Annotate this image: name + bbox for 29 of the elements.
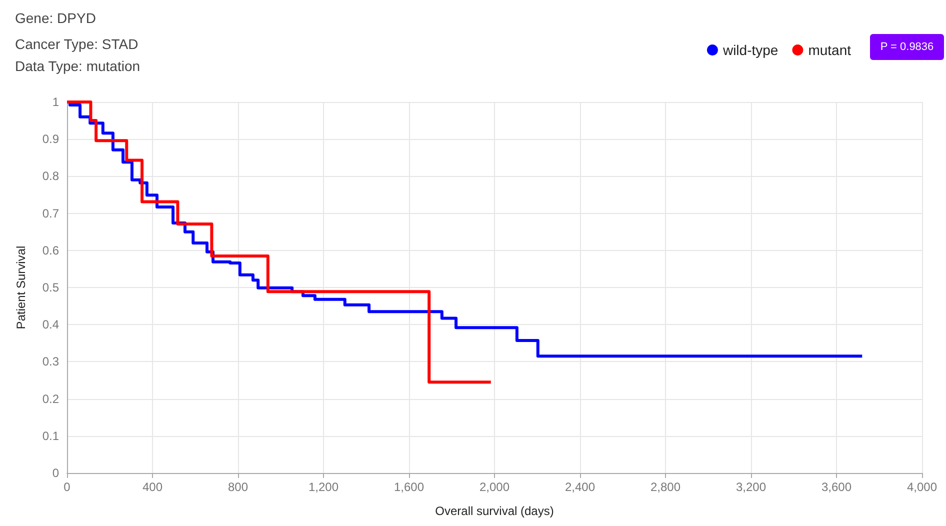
x-tick-label: 2,800	[650, 480, 681, 494]
chart-subtitle: Cancer Type: STAD Data Type: mutation	[15, 36, 140, 74]
text: P = 0.9836	[880, 41, 934, 53]
y-tick-label: 0.3	[42, 354, 60, 369]
legend-label: mutant	[808, 42, 852, 58]
legend-label: wild-type	[722, 42, 778, 58]
y-tick-label: 0.4	[42, 318, 60, 332]
y-tick-label: 1	[52, 95, 60, 109]
x-tick-label: 3,600	[821, 480, 852, 494]
y-tick-label: 0.7	[42, 206, 60, 220]
y-axis-title: Patient Survival	[14, 246, 28, 330]
y-tick-label: 0.1	[42, 428, 60, 443]
x-tick-label: 2,000	[479, 480, 510, 494]
y-tick-label: 0.5	[42, 280, 60, 294]
x-tick-label: 400	[142, 480, 163, 494]
chart-title: Gene: DPYD	[15, 10, 96, 26]
y-tick-label: 0	[52, 466, 60, 480]
x-tick-label: 3,200	[736, 480, 766, 494]
x-tick-label: 1,600	[394, 480, 424, 494]
x-tick-label: 800	[228, 480, 248, 494]
y-tick-label: 0.6	[42, 243, 60, 258]
y-tick-label: 0.2	[42, 392, 60, 406]
x-tick-label: 0	[64, 480, 71, 494]
x-tick-label: 1,200	[308, 480, 339, 494]
x-axis-title: Overall survival (days)	[435, 504, 554, 518]
x-tick-label: 2,400	[564, 480, 596, 494]
y-tick-label: 0.8	[42, 169, 60, 184]
x-tick-label: 4,000	[906, 480, 938, 494]
y-tick-label: 0.9	[42, 132, 60, 146]
